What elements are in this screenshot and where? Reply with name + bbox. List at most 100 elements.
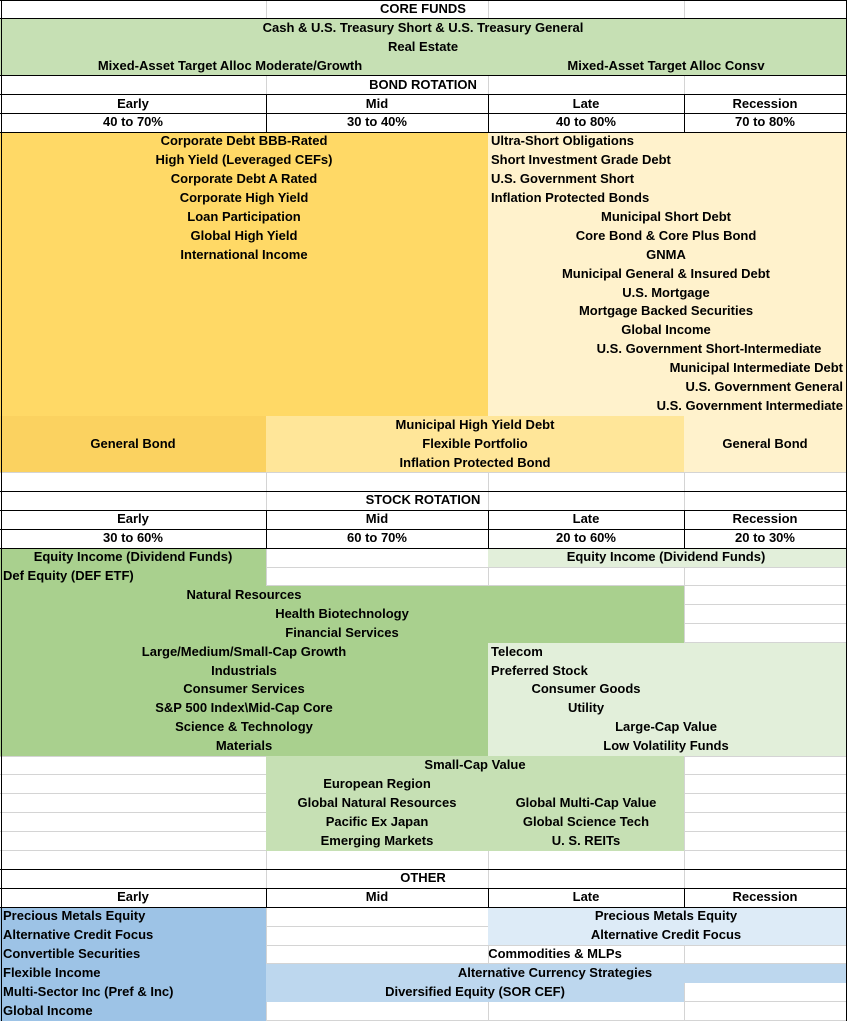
cell-text: Diversified Equity (SOR CEF) — [385, 983, 565, 999]
cell-text: European Region — [323, 775, 431, 791]
cell-text: Municipal Short Debt — [601, 208, 731, 224]
cell-text: Large/Medium/Small-Cap Growth — [141, 643, 347, 659]
grid-line — [0, 0, 2, 1021]
cell-text: Early — [117, 511, 149, 527]
cell-text: Commodities & MLPs — [488, 946, 622, 961]
cell-text: Inflation Protected Bonds — [491, 190, 650, 205]
cell-text: Core Bond & Core Plus Bond — [575, 227, 757, 243]
cell-text: High Yield (Leveraged CEFs) — [155, 152, 333, 168]
cell-text: Municipal Intermediate Debt — [669, 360, 843, 376]
cell-text: Consumer Services — [183, 681, 305, 697]
cell-text: Small-Cap Value — [424, 757, 526, 772]
cell-fill — [0, 642, 488, 756]
cell-text: Financial Services — [285, 624, 399, 640]
grid-line — [265, 529, 267, 549]
cell-text: Early — [117, 95, 149, 111]
cell-text: U.S. Mortgage — [622, 284, 710, 300]
grid-line — [683, 94, 685, 114]
cell-fill — [488, 132, 847, 416]
cell-text: U.S. Government General — [685, 379, 844, 394]
cell-text: Real Estate — [387, 38, 459, 54]
cell-text: Late — [572, 889, 600, 905]
cell-text: Utility — [567, 700, 605, 716]
grid-line — [265, 94, 267, 114]
cell-text: Global High Yield — [190, 227, 298, 243]
cell-text: Equity Income (Dividend Funds) — [566, 549, 766, 565]
cell-text: Alternative Currency Strategies — [457, 964, 653, 980]
cell-fill — [266, 963, 847, 983]
cell-text: 20 to 30% — [735, 530, 795, 546]
cell-text: 30 to 60% — [103, 530, 163, 546]
grid-line — [0, 112, 847, 114]
cell-text: Large-Cap Value — [615, 719, 717, 735]
cell-text: Short Investment Grade Debt — [491, 152, 671, 168]
cell-text: Municipal General & Insured Debt — [561, 265, 771, 281]
cell-text: Global Income — [621, 322, 711, 338]
cell-text: BOND ROTATION — [369, 76, 477, 92]
cell-text: Natural Resources — [186, 586, 302, 602]
cell-text: Equity Income (Dividend Funds) — [33, 549, 233, 565]
cell-fill — [684, 415, 847, 473]
cell-text: Late — [572, 511, 600, 527]
grid-line — [0, 528, 847, 530]
cell-fill — [488, 548, 847, 567]
cell-text: Mixed-Asset Target Alloc Consv — [567, 57, 765, 73]
cell-text: 60 to 70% — [347, 530, 407, 546]
cell-fill — [0, 907, 266, 1021]
cell-text: Corporate Debt BBB-Rated — [160, 133, 328, 149]
cell-text: 40 to 70% — [103, 114, 163, 130]
grid-line — [0, 850, 847, 851]
cell-text: OTHER — [400, 870, 446, 886]
grid-line — [487, 529, 489, 549]
cell-text: Mid — [365, 95, 389, 111]
cell-text: Health Biotechnology — [275, 605, 409, 621]
grid-line — [0, 944, 847, 946]
grid-line — [683, 529, 685, 549]
grid-line — [0, 566, 847, 568]
cell-text: Preferred Stock — [491, 662, 588, 678]
cell-fill — [266, 415, 684, 473]
cell-text: Def Equity (DEF ETF) — [3, 568, 134, 583]
cell-text: CORE FUNDS — [380, 1, 466, 16]
cell-text: Consumer Goods — [531, 681, 641, 697]
grid-line — [0, 547, 847, 549]
cell-fill — [488, 642, 847, 756]
grid-line — [0, 490, 847, 492]
grid-line — [0, 472, 847, 473]
cell-text: Alternative Credit Focus — [3, 927, 154, 943]
cell-text: U.S. Government Short-Intermediate — [596, 341, 822, 357]
cell-text: Flexible Portfolio — [422, 435, 528, 451]
cell-text: Global Income — [3, 1002, 93, 1018]
cell-text: Recession — [732, 889, 798, 905]
cell-text: Flexible Income — [3, 964, 101, 980]
cell-text: 70 to 80% — [735, 114, 795, 130]
grid-line — [683, 113, 685, 133]
cell-text: Global Natural Resources — [297, 794, 457, 810]
grid-line — [0, 1001, 847, 1003]
cell-text: Cash & U.S. Treasury Short & U.S. Treasu… — [262, 19, 584, 35]
cell-fill — [0, 415, 266, 473]
cell-fill — [0, 548, 266, 586]
cell-text: Mortgage Backed Securities — [578, 303, 754, 319]
cell-text: STOCK ROTATION — [365, 492, 481, 508]
grid-line — [0, 509, 847, 511]
cell-text: Telecom — [491, 643, 543, 659]
cell-fill — [0, 132, 488, 416]
cell-text: Corporate Debt A Rated — [170, 171, 318, 187]
cell-text: Mid — [365, 889, 389, 905]
cell-text: Recession — [732, 511, 798, 527]
cell-text: Ultra-Short Obligations — [491, 133, 634, 149]
grid-line — [265, 510, 267, 530]
grid-line — [487, 888, 489, 908]
cell-fill — [488, 907, 847, 945]
grid-line — [683, 510, 685, 530]
cell-text: 40 to 80% — [556, 114, 616, 130]
cell-text: U.S. Government Intermediate — [656, 397, 843, 413]
cell-text: S&P 500 Index\Mid-Cap Core — [155, 700, 333, 716]
cell-fill — [266, 756, 684, 851]
cell-text: International Income — [180, 246, 308, 262]
cell-text: 30 to 40% — [347, 114, 407, 130]
cell-fill — [266, 982, 684, 1002]
grid-line — [0, 868, 847, 870]
cell-text: Mid — [365, 511, 389, 527]
